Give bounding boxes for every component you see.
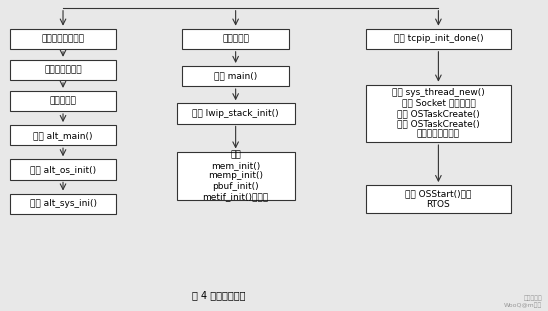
Text: 清指令和数据缓存: 清指令和数据缓存 xyxy=(42,35,84,43)
FancyBboxPatch shape xyxy=(366,85,511,142)
Text: 调用 sys_thread_new()
创建 Socket 服务器任务
调用 OSTaskCreate()
创建 OSTaskCreate()
创建信息采集任务: 调用 sys_thread_new() 创建 Socket 服务器任务 调用 O… xyxy=(392,88,485,139)
Text: 图 4 软件启动流程: 图 4 软件启动流程 xyxy=(192,290,246,300)
FancyBboxPatch shape xyxy=(10,193,117,214)
Text: 调用 tcpip_init_done(): 调用 tcpip_init_done() xyxy=(393,35,483,43)
FancyBboxPatch shape xyxy=(10,160,117,179)
FancyBboxPatch shape xyxy=(176,103,295,123)
FancyBboxPatch shape xyxy=(10,29,117,49)
FancyBboxPatch shape xyxy=(366,29,511,49)
Text: 电子发烧友
WooQ@m越赤: 电子发烧友 WooQ@m越赤 xyxy=(504,296,543,308)
FancyBboxPatch shape xyxy=(10,60,117,80)
FancyBboxPatch shape xyxy=(10,125,117,146)
Text: 调用 main(): 调用 main() xyxy=(214,72,257,81)
Text: 调用
mem_init()
memp_init()
pbuf_init()
metif_init()等函数: 调用 mem_init() memp_init() pbuf_init() me… xyxy=(203,151,269,201)
Text: 其他初始化: 其他初始化 xyxy=(49,97,77,105)
Text: 调用 alt_main(): 调用 alt_main() xyxy=(33,131,93,140)
Text: 调用 lwip_stack_init(): 调用 lwip_stack_init() xyxy=(192,109,279,118)
FancyBboxPatch shape xyxy=(182,66,289,86)
FancyBboxPatch shape xyxy=(10,91,117,111)
Text: 其他初始化: 其他初始化 xyxy=(222,35,249,43)
FancyBboxPatch shape xyxy=(182,29,289,49)
FancyBboxPatch shape xyxy=(366,185,511,213)
Text: 调用 OSStart()启动
RTOS: 调用 OSStart()启动 RTOS xyxy=(405,189,472,209)
Text: 调用 alt_os_init(): 调用 alt_os_init() xyxy=(30,165,96,174)
Text: 设置堆栈指针等: 设置堆栈指针等 xyxy=(44,66,82,74)
FancyBboxPatch shape xyxy=(176,152,295,200)
Text: 调用 alt_sys_ini(): 调用 alt_sys_ini() xyxy=(30,199,96,208)
